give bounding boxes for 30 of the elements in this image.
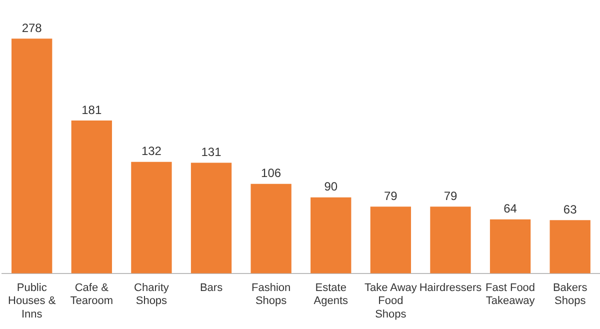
x-tick-label: Charity Shops — [134, 282, 170, 308]
x-tick-label: Take Away Food Shops — [364, 282, 418, 320]
x-tick-label: Bars — [200, 282, 224, 294]
x-tick-label: Hairdressers — [419, 282, 482, 294]
data-label: 131 — [201, 145, 222, 160]
x-tick-label: Fashion Shops — [252, 282, 291, 308]
bar — [250, 184, 292, 274]
data-label: 278 — [22, 20, 42, 35]
bar — [131, 162, 172, 274]
data-label: 64 — [504, 202, 518, 216]
data-label: 79 — [444, 188, 458, 203]
bar — [12, 38, 52, 274]
data-label: 181 — [82, 102, 102, 117]
data-label: 106 — [261, 166, 282, 180]
data-label: 63 — [563, 202, 578, 216]
data-label: 132 — [141, 144, 162, 158]
bar — [430, 206, 471, 274]
x-tick-label: Public Houses & Inns — [8, 282, 56, 320]
bar — [71, 120, 112, 274]
data-label: 90 — [324, 180, 338, 194]
x-tick-label: Fast Food Takeaway — [486, 282, 536, 308]
x-tick-label: Bakers Shops — [552, 282, 588, 308]
x-tick-label: Estate Agents — [314, 282, 348, 308]
data-label: 79 — [384, 188, 398, 203]
bar — [190, 162, 232, 274]
bar — [310, 197, 352, 274]
bar — [370, 206, 412, 274]
x-tick-label: Cafe & Tearoom — [70, 282, 114, 308]
bar — [490, 219, 531, 274]
bar — [550, 220, 590, 274]
